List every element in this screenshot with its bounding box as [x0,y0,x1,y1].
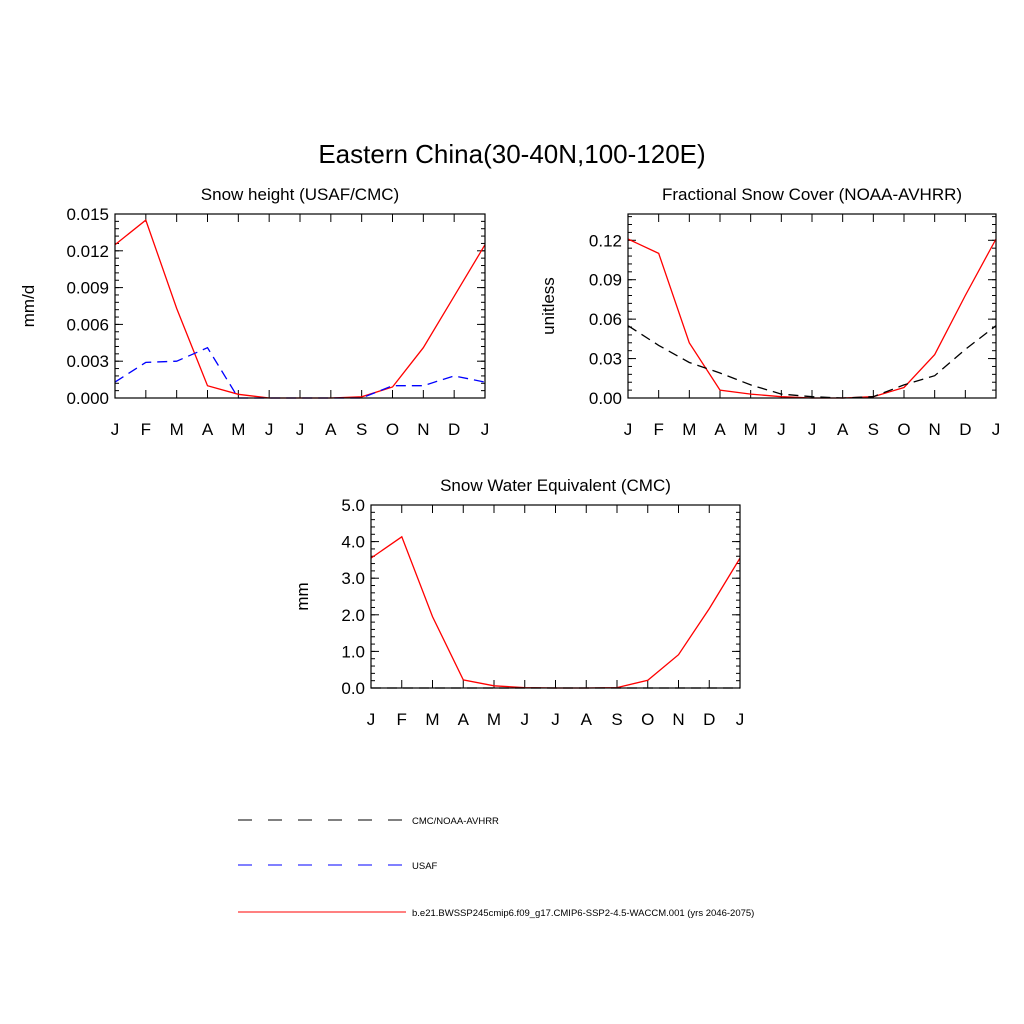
y-tick-label: 0.00 [589,389,622,408]
x-tick-label: J [111,420,120,439]
panel-snow-height: Snow height (USAF/CMC)mm/dJ F M A M J J A S O N D J0… [19,185,489,439]
y-axis-label: unitless [539,277,558,335]
panel-title: Snow Water Equivalent (CMC) [440,476,671,495]
x-tick-label: A [581,710,593,729]
y-tick-label: 0.003 [66,352,109,371]
x-tick-label: M [744,420,758,439]
y-tick-label: 0.06 [589,310,622,329]
x-tick-label: A [202,420,214,439]
y-tick-label: 0.0 [341,679,365,698]
x-tick-label: S [611,710,622,729]
y-tick-label: 0.03 [589,350,622,369]
y-tick-label: 0.12 [589,231,622,250]
y-tick-label: 1.0 [341,642,365,661]
y-tick-label: 0.012 [66,242,109,261]
x-tick-label: S [868,420,879,439]
x-tick-label: J [551,710,560,729]
x-tick-label: O [386,420,399,439]
x-tick-label: J [265,420,274,439]
plot-frame [370,504,741,689]
y-tick-label: 0.015 [66,205,109,224]
x-tick-label: J [624,420,633,439]
x-tick-label: D [959,420,971,439]
y-tick-label: 2.0 [341,606,365,625]
x-tick-label: F [397,710,407,729]
x-tick-label: J [481,420,490,439]
x-tick-label: O [641,710,654,729]
x-tick-label: M [425,710,439,729]
x-tick-label: M [487,710,501,729]
panel-title: Fractional Snow Cover (NOAA-AVHRR) [662,185,962,204]
x-tick-label: N [672,710,684,729]
y-axis-label: mm/d [19,285,38,328]
legend-label: CMC/NOAA-AVHRR [412,816,499,827]
series-line [114,346,486,399]
legend-label: b.e21.BWSSP245cmip6.f09_g17.CMIP6-SSP2-4… [412,908,754,919]
x-tick-label: M [170,420,184,439]
x-tick-label: M [682,420,696,439]
panel-fractional-snow-cover: Fractional Snow Cover (NOAA-AVHRR) unitle… [539,185,1000,439]
x-tick-label: A [837,420,849,439]
x-tick-label: D [448,420,460,439]
y-tick-label: 3.0 [341,569,365,588]
y-tick-label: 4.0 [341,533,365,552]
x-tick-label: D [703,710,715,729]
y-axis-label: mm [293,582,312,610]
series-line [114,219,486,399]
legend: CMC/NOAA-AVHRR USAF b.e21.BWSSP245cmip6.f0… [238,816,754,919]
plot-frame [114,213,486,399]
panel-title: Snow height (USAF/CMC) [201,185,399,204]
series-line [370,535,741,689]
y-tick-label: 0.006 [66,315,109,334]
x-tick-label: N [417,420,429,439]
legend-label: USAF [412,861,438,872]
series-line [627,325,997,399]
x-tick-label: J [992,420,1001,439]
x-tick-label: J [777,420,786,439]
panel-snow-water-equivalent: Snow Water Equivalent (CMC)mmJ F M A M J J A S O N… [293,476,744,729]
x-tick-label: J [521,710,530,729]
series-line [627,238,997,399]
x-tick-label: J [736,710,745,729]
x-tick-label: A [458,710,470,729]
x-tick-label: A [714,420,726,439]
x-tick-label: F [141,420,151,439]
x-tick-label: A [325,420,337,439]
x-tick-label: O [897,420,910,439]
y-tick-label: 0.009 [66,279,109,298]
figure-title: Eastern China(30-40N,100-120E) [318,139,705,169]
x-tick-label: S [356,420,367,439]
y-tick-label: 5.0 [341,496,365,515]
x-tick-label: J [808,420,817,439]
x-tick-label: N [929,420,941,439]
x-tick-label: J [367,710,376,729]
y-tick-label: 0.000 [66,389,109,408]
x-tick-label: M [231,420,245,439]
x-tick-label: J [296,420,305,439]
plot-frame [627,213,997,399]
x-tick-label: F [653,420,663,439]
y-tick-label: 0.09 [589,271,622,290]
